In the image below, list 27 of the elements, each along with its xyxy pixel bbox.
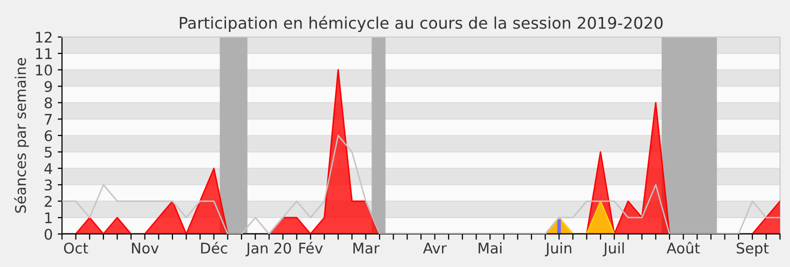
x-tick-label: Nov xyxy=(132,242,159,254)
y-tick-label: 0 xyxy=(44,228,52,240)
x-tick-label: Mar xyxy=(353,242,380,254)
chart-title: Participation en hémicycle au cours de la session 2019-2020 xyxy=(180,16,663,32)
y-tick-label: 11 xyxy=(36,48,52,59)
x-tick-label: Oct xyxy=(64,242,88,254)
x-tick-label: Juin xyxy=(544,242,572,256)
x-tick-label: Déc xyxy=(201,242,228,254)
y-axis-title: Séances par semaine xyxy=(14,58,29,213)
y-tick-label: 5 xyxy=(44,146,52,158)
y-tick-label: 7 xyxy=(44,114,52,125)
y-tick-label: 4 xyxy=(44,163,52,174)
y-tick-label: 9 xyxy=(44,80,52,92)
y-tick-label: 10 xyxy=(36,64,52,76)
y-tick-label: 8 xyxy=(44,97,52,108)
x-tick-label: Avr xyxy=(423,242,447,254)
x-tick-label: Jan 20 xyxy=(246,242,291,256)
x-tick-label: Mai xyxy=(478,242,502,254)
x-tick-label: Fév xyxy=(299,242,323,254)
y-tick-label: 12 xyxy=(36,32,52,43)
y-tick-label: 1 xyxy=(45,212,52,224)
x-tick-label: Juil xyxy=(602,242,624,256)
y-tick-label: 3 xyxy=(44,179,52,190)
x-tick-label: Août xyxy=(666,242,700,254)
y-tick-label: 6 xyxy=(44,130,52,142)
x-tick-label: Sept xyxy=(736,242,769,256)
y-tick-label: 2 xyxy=(44,196,52,207)
